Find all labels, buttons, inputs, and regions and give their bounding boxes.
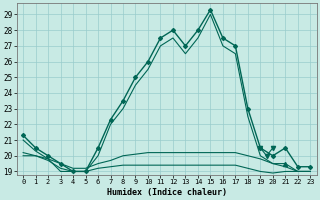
X-axis label: Humidex (Indice chaleur): Humidex (Indice chaleur) xyxy=(107,188,227,197)
